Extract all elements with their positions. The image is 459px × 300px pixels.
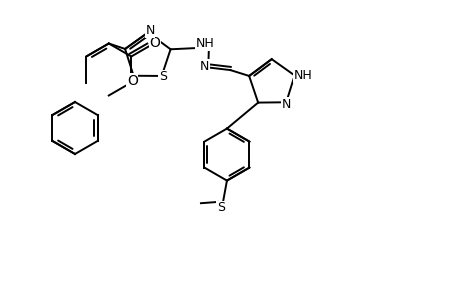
Text: N: N: [281, 98, 290, 111]
Text: O: O: [127, 74, 137, 88]
Text: N: N: [199, 60, 208, 73]
Text: S: S: [217, 201, 224, 214]
Text: NH: NH: [195, 38, 214, 50]
Text: NH: NH: [293, 69, 311, 82]
Text: N: N: [145, 24, 154, 37]
Text: S: S: [158, 70, 166, 83]
Text: O: O: [149, 36, 160, 50]
